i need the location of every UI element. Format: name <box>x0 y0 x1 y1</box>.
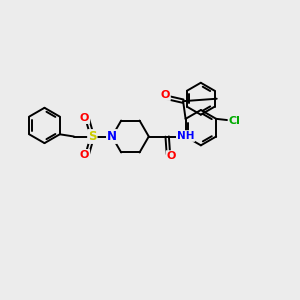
Text: O: O <box>160 90 170 100</box>
Text: N: N <box>107 130 117 143</box>
Text: Cl: Cl <box>229 116 241 126</box>
Text: S: S <box>88 130 97 143</box>
Text: NH: NH <box>177 131 194 141</box>
Text: O: O <box>80 113 89 123</box>
Text: O: O <box>167 151 176 161</box>
Text: O: O <box>80 150 89 160</box>
